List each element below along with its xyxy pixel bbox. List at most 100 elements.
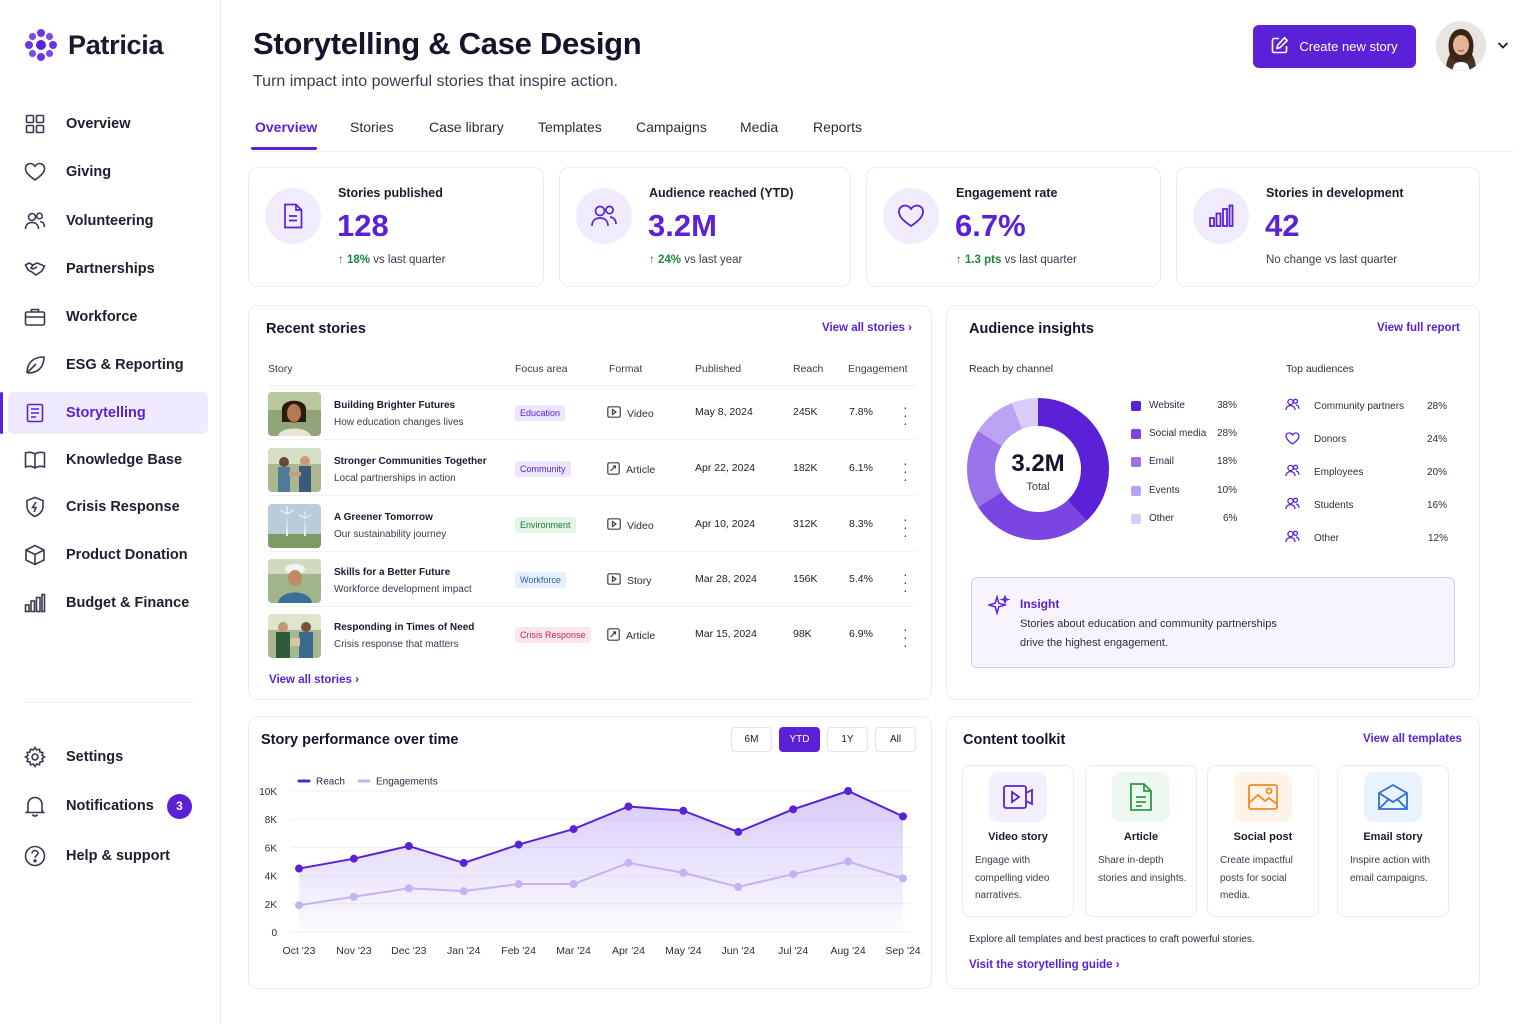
data-point-engagements[interactable] (569, 880, 578, 889)
data-point-engagements[interactable] (404, 884, 413, 893)
column-header-format[interactable]: Format (609, 363, 643, 375)
data-point-reach[interactable] (624, 802, 633, 811)
sidebar-item-partnerships[interactable]: Partnerships (8, 248, 208, 290)
sidebar-item-volunteering[interactable]: Volunteering (8, 200, 208, 242)
more-options-icon[interactable]: · · · (903, 455, 908, 487)
story-subtitle: Our sustainability journey (334, 529, 447, 540)
sidebar-item-crisis-response[interactable]: Crisis Response (8, 486, 208, 528)
focus-area-badge: Workforce (515, 572, 566, 588)
create-new-story-button[interactable]: Create new story (1253, 25, 1416, 68)
toolkit-item-video-story[interactable]: Video story Engage with compelling video… (962, 765, 1074, 917)
data-point-engagements[interactable] (844, 857, 853, 866)
toolkit-item-email-story[interactable]: Email story Inspire action with email ca… (1337, 765, 1449, 917)
more-options-icon[interactable]: · · · (903, 399, 908, 431)
data-point-engagements[interactable] (514, 880, 523, 889)
tab-media[interactable]: Media (740, 119, 779, 135)
kpi-delta: ↑ 1.3 pts vs last quarter (956, 254, 1077, 266)
table-row[interactable]: Stronger Communities Together Local part… (267, 442, 915, 496)
story-title: Stronger Communities Together (334, 456, 487, 467)
data-point-engagements[interactable] (679, 868, 688, 877)
more-options-icon[interactable]: · · · (903, 621, 908, 653)
tab-case-library[interactable]: Case library (429, 119, 504, 135)
data-point-engagements[interactable] (899, 874, 907, 883)
bar-chart-icon (1193, 188, 1249, 244)
sidebar-item-storytelling[interactable]: Storytelling (0, 392, 208, 434)
data-point-engagements[interactable] (295, 901, 303, 910)
donut-slice-events (978, 402, 1023, 447)
data-point-engagements[interactable] (734, 882, 743, 891)
column-header-engagement[interactable]: Engagement (848, 363, 908, 375)
tab-stories[interactable]: Stories (350, 119, 394, 135)
published-date: Apr 10, 2024 (695, 518, 756, 530)
toolkit-item-social-post[interactable]: Social post Create impactful posts for s… (1207, 765, 1319, 917)
view-all-stories-link[interactable]: View all stories › (822, 322, 912, 334)
sidebar-item-giving[interactable]: Giving (8, 151, 208, 193)
sparkle-icon (986, 593, 1011, 622)
user-avatar[interactable] (1436, 21, 1486, 71)
table-row[interactable]: Skills for a Better Future Workforce dev… (267, 553, 915, 607)
data-point-engagements[interactable] (789, 870, 798, 879)
data-point-reach[interactable] (899, 812, 907, 821)
sidebar-item-knowledge-base[interactable]: Knowledge Base (8, 439, 208, 481)
data-point-reach[interactable] (459, 858, 468, 867)
sidebar-item-settings[interactable]: Settings (8, 736, 208, 778)
data-point-reach[interactable] (844, 787, 853, 795)
table-row[interactable]: Responding in Times of Need Crisis respo… (267, 608, 915, 662)
column-header-story[interactable]: Story (268, 363, 293, 375)
sidebar-item-overview[interactable]: Overview (8, 103, 208, 145)
story-performance-title: Story performance over time (261, 732, 459, 748)
data-point-reach[interactable] (404, 841, 413, 850)
engagement-value: 6.9% (849, 628, 873, 640)
data-point-reach[interactable] (734, 827, 743, 836)
data-point-reach[interactable] (295, 864, 303, 873)
chevron-down-icon[interactable] (1496, 38, 1510, 57)
sidebar-item-esg-reporting[interactable]: ESG & Reporting (8, 344, 208, 386)
data-point-reach[interactable] (679, 806, 688, 815)
data-point-engagements[interactable] (624, 858, 633, 867)
insight-title: Insight (1020, 597, 1060, 611)
sidebar-item-help-support[interactable]: Help & support (8, 835, 208, 877)
data-point-reach[interactable] (514, 840, 523, 849)
column-header-focus-area[interactable]: Focus area (515, 363, 568, 375)
donut-total-label: Total (1026, 481, 1050, 493)
range-1y-button[interactable]: 1Y (827, 727, 868, 752)
data-point-engagements[interactable] (459, 887, 468, 896)
users-icon (1285, 497, 1300, 515)
heart-icon (883, 188, 939, 244)
tab-overview[interactable]: Overview (255, 119, 318, 135)
sidebar-item-budget-finance[interactable]: Budget & Finance (8, 582, 208, 624)
sidebar-item-product-donation[interactable]: Product Donation (8, 534, 208, 576)
tab-campaigns[interactable]: Campaigns (636, 119, 707, 135)
more-options-icon[interactable]: · · · (903, 511, 908, 543)
column-header-published[interactable]: Published (695, 363, 742, 375)
story-subtitle: Workforce development impact (334, 584, 472, 595)
more-options-icon[interactable]: · · · (903, 566, 908, 598)
view-all-templates-link[interactable]: View all templates (1363, 733, 1462, 745)
table-row[interactable]: Building Brighter Futures How education … (267, 386, 915, 440)
engagement-value: 7.8% (849, 406, 873, 418)
data-point-reach[interactable] (789, 805, 798, 814)
column-header-reach[interactable]: Reach (793, 363, 824, 375)
kpi-delta-text: vs last quarter (1004, 254, 1077, 266)
legend-label: Events (1149, 485, 1180, 496)
sidebar-item-notifications[interactable]: Notifications 3 (8, 785, 208, 827)
recent-stories-card: Recent stories View all stories › Story … (248, 305, 932, 700)
range-6m-button[interactable]: 6M (731, 727, 772, 752)
storytelling-guide-label: Visit the storytelling guide (969, 959, 1113, 971)
tab-reports[interactable]: Reports (813, 119, 863, 135)
brand-logo[interactable]: Patricia (24, 28, 163, 62)
x-tick-label: Feb '24 (501, 945, 536, 957)
format-cell: Article (607, 628, 655, 644)
sidebar-item-workforce[interactable]: Workforce (8, 296, 208, 338)
storytelling-guide-link[interactable]: Visit the storytelling guide › (969, 959, 1120, 971)
view-all-stories-footer-link[interactable]: View all stories › (269, 674, 359, 686)
range-ytd-button[interactable]: YTD (779, 727, 820, 752)
data-point-reach[interactable] (569, 825, 578, 834)
toolkit-item-article[interactable]: Article Share in-depth stories and insig… (1085, 765, 1197, 917)
tab-templates[interactable]: Templates (538, 119, 602, 135)
view-full-report-link[interactable]: View full report (1377, 322, 1460, 334)
range-all-button[interactable]: All (875, 727, 916, 752)
data-point-engagements[interactable] (349, 892, 358, 901)
table-row[interactable]: A Greener Tomorrow Our sustainability jo… (267, 498, 915, 552)
data-point-reach[interactable] (349, 854, 358, 863)
